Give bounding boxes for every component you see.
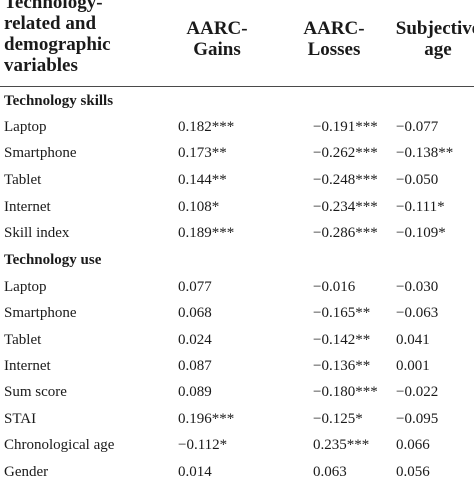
table-row: Tablet 0.144** −0.248*** −0.050 xyxy=(0,172,474,194)
row-label: Tablet xyxy=(4,172,42,188)
table-row: Smartphone 0.173** −0.262*** −0.138** xyxy=(0,145,474,167)
cell-aarc-losses: −0.125* xyxy=(313,411,363,427)
row-label: Smartphone xyxy=(4,305,77,321)
header-aarc-gains: AARC- Gains xyxy=(186,18,248,60)
section-title-technology-use: Technology use xyxy=(4,252,102,268)
cell-aarc-gains: 0.087 xyxy=(178,358,212,374)
cell-subjective-age: −0.050 xyxy=(396,172,439,188)
row-label: Internet xyxy=(4,199,51,215)
cell-aarc-losses: 0.063 xyxy=(313,464,347,480)
section-title-technology-skills: Technology skills xyxy=(4,93,114,109)
table-row: Skill index 0.189*** −0.286*** −0.109* xyxy=(0,225,474,247)
cell-aarc-gains: 0.089 xyxy=(178,384,212,400)
cell-subjective-age: 0.056 xyxy=(396,464,430,480)
cell-aarc-gains: 0.108* xyxy=(178,199,220,215)
cell-subjective-age: 0.001 xyxy=(396,358,430,374)
row-label: Sum score xyxy=(4,384,67,400)
cell-aarc-gains: 0.189*** xyxy=(178,225,235,241)
cell-aarc-losses: −0.016 xyxy=(313,279,356,295)
cell-aarc-gains: 0.077 xyxy=(178,279,212,295)
cell-aarc-gains: 0.196*** xyxy=(178,411,235,427)
row-label: Laptop xyxy=(4,279,47,295)
table-row: Gender 0.014 0.063 0.056 xyxy=(0,464,474,486)
cell-aarc-gains: 0.182*** xyxy=(178,119,235,135)
cell-aarc-losses: −0.248*** xyxy=(313,172,378,188)
cell-subjective-age: −0.063 xyxy=(396,305,439,321)
cell-aarc-gains: 0.068 xyxy=(178,305,212,321)
cell-aarc-losses: −0.136** xyxy=(313,358,371,374)
cell-aarc-losses: −0.286*** xyxy=(313,225,378,241)
table-row: Internet 0.108* −0.234*** −0.111* xyxy=(0,199,474,221)
header-subjective-age: Subjective age xyxy=(395,18,474,60)
cell-aarc-gains: 0.014 xyxy=(178,464,212,480)
header-aarc-losses: AARC- Losses xyxy=(303,18,365,60)
cell-aarc-losses: −0.142** xyxy=(313,332,371,348)
table-row: Sum score 0.089 −0.180*** −0.022 xyxy=(0,384,474,406)
table-row: Chronological age −0.112* 0.235*** 0.066 xyxy=(0,437,474,459)
cell-aarc-gains: 0.173** xyxy=(178,145,227,161)
cell-aarc-losses: −0.234*** xyxy=(313,199,378,215)
table-row: Internet 0.087 −0.136** 0.001 xyxy=(0,358,474,380)
cell-aarc-losses: −0.165** xyxy=(313,305,371,321)
row-label: Smartphone xyxy=(4,145,77,161)
cell-aarc-losses: 0.235*** xyxy=(313,437,370,453)
cell-subjective-age: −0.077 xyxy=(396,119,439,135)
cell-subjective-age: −0.111* xyxy=(396,199,445,215)
table-row: Tablet 0.024 −0.142** 0.041 xyxy=(0,332,474,354)
cell-subjective-age: −0.095 xyxy=(396,411,439,427)
cell-aarc-losses: −0.262*** xyxy=(313,145,378,161)
row-label: Internet xyxy=(4,358,51,374)
header-first-column: Technology- related and demographic vari… xyxy=(4,0,111,76)
row-label: Gender xyxy=(4,464,49,480)
row-label: Laptop xyxy=(4,119,47,135)
cell-subjective-age: −0.138** xyxy=(396,145,454,161)
row-label: Skill index xyxy=(4,225,70,241)
header-rule xyxy=(0,86,474,87)
table-row: Laptop 0.077 −0.016 −0.030 xyxy=(0,279,474,301)
cell-subjective-age: −0.022 xyxy=(396,384,439,400)
row-label: Chronological age xyxy=(4,437,115,453)
row-label: Tablet xyxy=(4,332,42,348)
cell-subjective-age: 0.041 xyxy=(396,332,430,348)
table-row: Smartphone 0.068 −0.165** −0.063 xyxy=(0,305,474,327)
cell-subjective-age: 0.066 xyxy=(396,437,430,453)
table-row: STAI 0.196*** −0.125* −0.095 xyxy=(0,411,474,433)
cell-aarc-gains: −0.112* xyxy=(178,437,228,453)
cell-aarc-gains: 0.024 xyxy=(178,332,212,348)
cell-subjective-age: −0.109* xyxy=(396,225,446,241)
cell-subjective-age: −0.030 xyxy=(396,279,439,295)
cell-aarc-losses: −0.180*** xyxy=(313,384,378,400)
row-label: STAI xyxy=(4,411,37,427)
table-row: Laptop 0.182*** −0.191*** −0.077 xyxy=(0,119,474,141)
cell-aarc-gains: 0.144** xyxy=(178,172,227,188)
cell-aarc-losses: −0.191*** xyxy=(313,119,378,135)
